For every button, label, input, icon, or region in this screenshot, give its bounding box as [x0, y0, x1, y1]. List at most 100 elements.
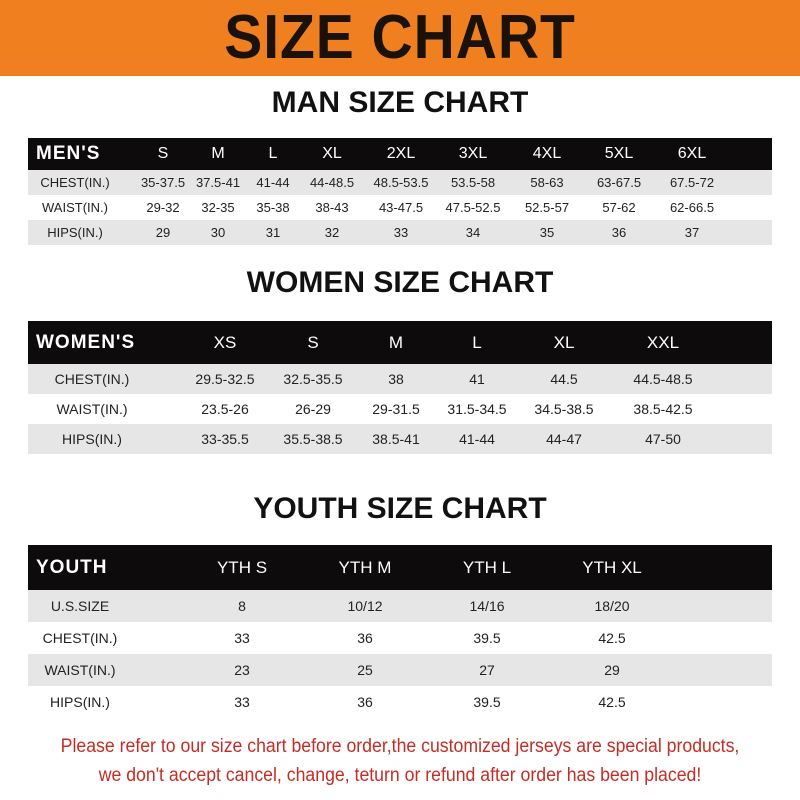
size-column-header: S: [157, 145, 169, 162]
table-cell: 29.5-32.5: [195, 371, 255, 387]
table-cell: 27: [479, 662, 495, 678]
size-chart-banner: SIZE CHART: [0, 0, 800, 76]
measurement-label: HIPS(IN.): [50, 694, 110, 710]
men-chart-title: MAN SIZE CHART: [271, 86, 529, 119]
table-cell: 44.5-48.5: [633, 371, 693, 387]
measurement-label: CHEST(IN.): [40, 175, 110, 190]
measurement-label: HIPS(IN.): [47, 225, 103, 240]
size-column-header: YTH L: [462, 558, 512, 577]
table-row: WAIST(IN.) 29-32 32-35 35-38 38-43 43-47.5 47.…: [28, 195, 772, 220]
size-column-header: M: [211, 145, 225, 162]
table-row: U.S.SIZE 8 10/12 14/16 18/20: [28, 590, 772, 622]
table-header-row: YOUTH YTH S YTH M YTH L YTH XL: [28, 545, 772, 590]
table-cell: 57-62: [602, 200, 636, 215]
size-column-header: 3XL: [458, 145, 488, 162]
table-cell: 38.5-42.5: [633, 401, 693, 417]
table-row: CHEST(IN.) 35-37.5 37.5-41 41-44 44-48.5 48.5…: [28, 170, 772, 195]
size-column-header: 4XL: [532, 145, 562, 162]
table-cell: 14/16: [469, 598, 505, 614]
table-cell: 42.5: [598, 630, 626, 646]
youth-size-table: YOUTH YTH S YTH M YTH L YTH XL U.S.SIZE 8 10/12…: [28, 545, 772, 718]
size-column-header: XL: [553, 333, 575, 352]
table-cell: 44-48.5: [309, 175, 355, 190]
table-cell: 39.5: [473, 630, 501, 646]
table-row: CHEST(IN.) 33 36 39.5 42.5: [28, 622, 772, 654]
table-cell: 41-44: [256, 175, 290, 190]
size-column-header: YTH XL: [582, 558, 642, 577]
table-cell: 29-31.5: [372, 401, 420, 417]
table-cell: 32.5-35.5: [283, 371, 343, 387]
size-column-header: XXL: [646, 333, 680, 352]
table-cell: 33: [393, 225, 409, 240]
table-cell: 47-50: [645, 431, 681, 447]
size-column-header: M: [388, 333, 404, 352]
size-column-header: XS: [213, 333, 237, 352]
women-size-table: WOMEN'S XS S M L XL XXL CHEST(IN.) 29.5-32.5 32.5…: [28, 321, 772, 454]
table-cell: 34.5-38.5: [534, 401, 594, 417]
table-cell: 53.5-58: [450, 175, 496, 190]
order-notice-line-2: we don't accept cancel, change, teturn o…: [98, 765, 702, 786]
measurement-label: WAIST(IN.): [44, 662, 116, 678]
table-cell: 43-47.5: [378, 200, 424, 215]
table-cell: 52.5-57: [524, 200, 570, 215]
table-cell: 38: [388, 371, 404, 387]
table-cell: 47.5-52.5: [445, 200, 501, 215]
table-cell: 32: [324, 225, 340, 240]
size-column-header: YTH M: [338, 558, 392, 577]
table-cell: 37.5-41: [195, 175, 241, 190]
table-row: CHEST(IN.) 29.5-32.5 32.5-35.5 38 41 44.5 44.5…: [28, 364, 772, 394]
table-cell: 44.5: [550, 371, 578, 387]
table-cell: 36: [611, 225, 627, 240]
table-header-label: YOUTH: [36, 557, 108, 578]
table-cell: 34: [465, 225, 481, 240]
table-cell: 33: [234, 630, 250, 646]
table-cell: 23.5-26: [201, 401, 249, 417]
table-cell: 23: [234, 662, 250, 678]
table-header-label: WOMEN'S: [36, 332, 136, 353]
size-column-header: L: [268, 145, 278, 162]
measurement-label: WAIST(IN.): [42, 200, 108, 215]
table-cell: 26-29: [295, 401, 331, 417]
table-cell: 36: [357, 630, 373, 646]
table-cell: 30: [210, 225, 226, 240]
table-cell: 63-67.5: [596, 175, 642, 190]
table-cell: 29: [155, 225, 171, 240]
youth-chart-title: YOUTH SIZE CHART: [253, 492, 547, 525]
table-cell: 38.5-41: [372, 431, 420, 447]
size-column-header: XL: [322, 145, 342, 162]
size-column-header: 6XL: [677, 145, 707, 162]
table-cell: 58-63: [530, 175, 564, 190]
table-cell: 35.5-38.5: [283, 431, 343, 447]
size-column-header: 2XL: [386, 145, 416, 162]
table-row: HIPS(IN.) 29 30 31 32 33 34 35 36 37: [28, 220, 772, 245]
measurement-label: CHEST(IN.): [42, 630, 118, 646]
measurement-label: HIPS(IN.): [62, 431, 122, 447]
table-cell: 31: [265, 225, 281, 240]
measurement-label: CHEST(IN.): [54, 371, 130, 387]
table-row: HIPS(IN.) 33-35.5 35.5-38.5 38.5-41 41-44 44-…: [28, 424, 772, 454]
table-cell: 35-38: [256, 200, 290, 215]
table-cell: 36: [357, 694, 373, 710]
table-cell: 39.5: [473, 694, 501, 710]
table-cell: 38-43: [315, 200, 349, 215]
table-cell: 67.5-72: [669, 175, 715, 190]
table-cell: 32-35: [201, 200, 235, 215]
table-row: WAIST(IN.) 23 25 27 29: [28, 654, 772, 686]
table-header-row: MEN'S S M L XL 2XL 3XL 4XL 5XL 6XL: [28, 138, 772, 170]
measurement-label: WAIST(IN.): [56, 401, 128, 417]
table-cell: 31.5-34.5: [447, 401, 507, 417]
table-cell: 44-47: [546, 431, 582, 447]
measurement-label: U.S.SIZE: [50, 598, 110, 614]
banner-title: SIZE CHART: [224, 3, 576, 72]
table-cell: 33: [234, 694, 250, 710]
size-column-header: L: [472, 333, 482, 352]
table-cell: 41-44: [459, 431, 495, 447]
size-column-header: S: [307, 333, 319, 352]
table-header-label: MEN'S: [36, 143, 101, 164]
table-cell: 33-35.5: [201, 431, 249, 447]
order-notice-line-1: Please refer to our size chart before or…: [60, 736, 740, 757]
table-cell: 35: [539, 225, 555, 240]
table-cell: 29: [604, 662, 620, 678]
men-size-table: MEN'S S M L XL 2XL 3XL 4XL 5XL 6XL CHEST(IN.) 35-37…: [28, 138, 772, 245]
table-cell: 29-32: [146, 200, 180, 215]
